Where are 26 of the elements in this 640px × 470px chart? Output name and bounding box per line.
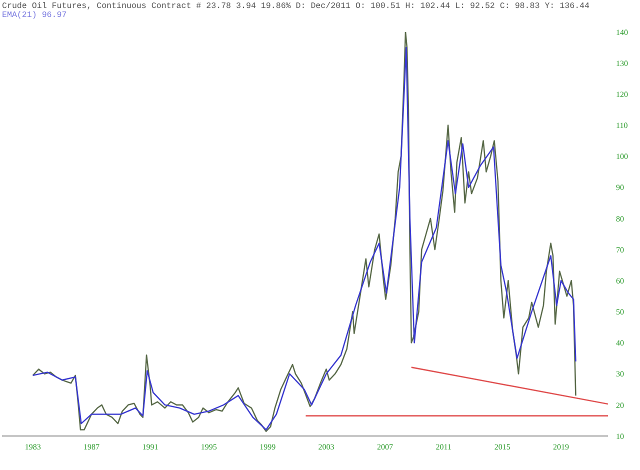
x-tick-label: 1999: [260, 442, 276, 452]
y-tick-label: 90: [616, 183, 624, 192]
y-tick-label: 50: [616, 308, 624, 317]
y-tick-label: 40: [616, 338, 624, 348]
y-tick-label: 20: [616, 400, 624, 410]
x-tick-label: 2011: [436, 442, 452, 452]
y-tick-label: 120: [616, 90, 628, 99]
y-tick-label: 130: [616, 58, 628, 68]
x-tick-label: 2015: [494, 442, 510, 452]
y-tick-label: 140: [616, 28, 628, 37]
chart-title: Crude Oil Futures, Continuous Contract # 23.78 3.94 19.86% D: Dec/2011 O: 100.51 H: 102.44 L: 92.52 C: 98.83 Y: 136.44: [2, 2, 591, 11]
x-tick-label: 1987: [84, 442, 100, 452]
x-tick-label: 2019: [553, 442, 570, 452]
x-tick-label: 1991: [142, 442, 158, 452]
y-tick-label: 10: [616, 432, 624, 441]
x-tick-label: 1983: [24, 442, 41, 452]
chart-subtitle: EMA(21) 96.97: [2, 11, 68, 20]
y-tick-label: 70: [616, 245, 624, 254]
x-tick-label: 2007: [376, 442, 393, 452]
y-tick-label: 110: [616, 121, 628, 130]
x-tick-label: 1995: [200, 442, 217, 452]
y-tick-label: 100: [616, 152, 628, 162]
y-tick-label: 60: [616, 276, 624, 286]
y-tick-label: 30: [616, 370, 624, 379]
x-tick-label: 2003: [318, 442, 334, 452]
y-tick-label: 80: [616, 214, 624, 224]
